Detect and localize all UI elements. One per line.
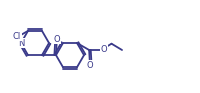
Text: O: O	[100, 44, 107, 53]
Text: N: N	[18, 39, 24, 48]
Text: O: O	[87, 61, 93, 70]
Text: O: O	[53, 35, 60, 44]
Text: Cl: Cl	[13, 32, 21, 41]
